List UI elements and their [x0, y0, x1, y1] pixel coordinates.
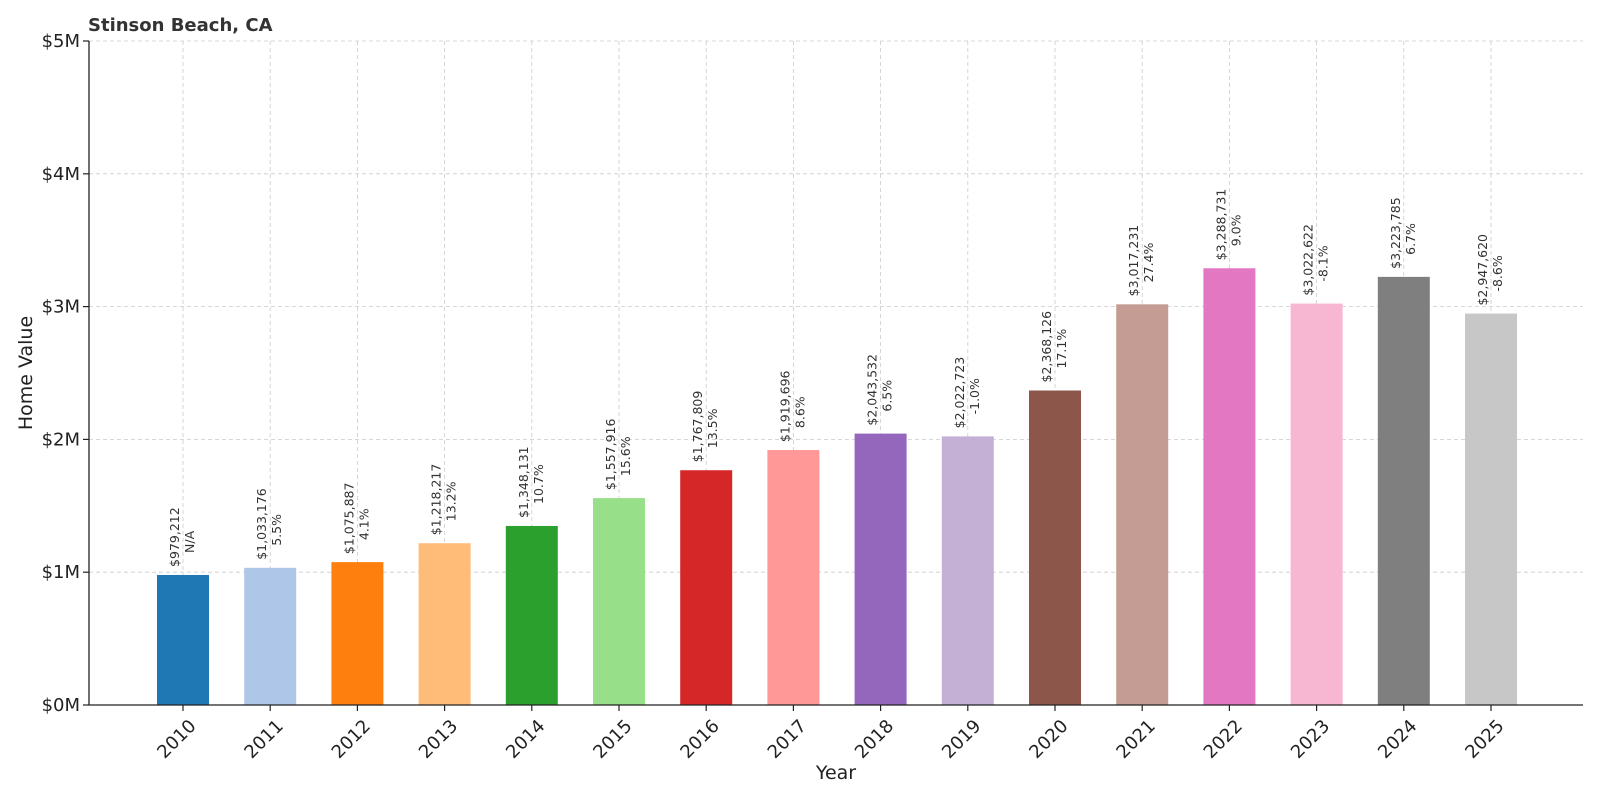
x-tick-label: 2011: [240, 716, 287, 763]
x-tick-label: 2024: [1374, 716, 1421, 763]
bar-2012: [331, 562, 384, 705]
x-tick-label: 2018: [851, 716, 898, 763]
bar-series: [157, 268, 1517, 705]
bar-change-label: 13.2%: [444, 481, 459, 521]
bar-labels: $979,212 N/A $1,033,176 5.5% $1,075,887 4.1% $…: [167, 189, 1505, 567]
x-tick-label: 2015: [589, 716, 636, 763]
bar-value-label: $979,212: [167, 507, 182, 567]
x-tick-label: 2020: [1025, 716, 1072, 763]
bar-change-label: 13.5%: [705, 408, 720, 448]
bar-2013: [418, 543, 471, 705]
bar-value-label: $1,919,696: [777, 370, 792, 442]
bar-2022: [1203, 268, 1256, 705]
bar-2023: [1290, 303, 1343, 705]
bar-2024: [1377, 276, 1430, 705]
bar-value-label: $1,557,916: [603, 418, 618, 490]
y-axis-ticks: $0M $1M $2M $3M $4M $5M: [42, 31, 89, 716]
y-tick-label: $5M: [42, 31, 80, 52]
x-tick-label: 2021: [1112, 716, 1159, 763]
bar-value-label: $3,022,622: [1301, 224, 1316, 296]
bar-change-label: 10.7%: [531, 464, 546, 504]
axes: [88, 41, 1583, 706]
bar-change-label: 27.4%: [1141, 242, 1156, 282]
bar-value-label: $1,767,809: [690, 391, 705, 463]
grid-lines: [89, 40, 1583, 706]
bar-value-label: $1,075,887: [341, 483, 356, 555]
bar-2014: [505, 525, 558, 705]
bar-value-label: $3,223,785: [1388, 197, 1403, 269]
x-tick-label: 2010: [153, 716, 200, 763]
x-tick-label: 2023: [1287, 716, 1334, 763]
bar-change-label: -1.0%: [967, 378, 982, 414]
bar-value-label: $1,033,176: [254, 488, 269, 560]
bar-value-label: $1,348,131: [516, 446, 531, 518]
bar-change-label: 15.6%: [618, 436, 633, 476]
bar-change-label: 6.7%: [1403, 223, 1418, 255]
bar-2025: [1465, 313, 1517, 705]
bar-change-label: 5.5%: [269, 514, 284, 546]
x-axis-title: Year: [815, 762, 856, 784]
y-axis-title: Home Value: [15, 316, 37, 430]
y-tick-label: $2M: [42, 429, 80, 450]
bar-change-label: N/A: [182, 530, 197, 553]
bar-value-label: $2,368,126: [1039, 311, 1054, 383]
y-tick-label: $1M: [42, 562, 80, 583]
x-tick-label: 2012: [328, 716, 375, 763]
x-tick-label: 2017: [764, 716, 811, 763]
bar-2020: [1029, 390, 1081, 705]
bar-2015: [593, 498, 645, 705]
bar-change-label: 17.1%: [1054, 329, 1069, 369]
bar-2017: [767, 450, 820, 705]
bar-2011: [244, 567, 297, 705]
bar-2016: [680, 470, 733, 705]
bar-2021: [1116, 304, 1169, 705]
x-tick-label: 2022: [1200, 716, 1247, 763]
chart-title: Stinson Beach, CA: [88, 15, 273, 36]
bar-change-label: -8.6%: [1490, 255, 1505, 291]
x-tick-label: 2019: [938, 716, 985, 763]
bar-value-label: $2,043,532: [865, 354, 880, 426]
bar-change-label: 9.0%: [1228, 214, 1243, 246]
bar-2010: [157, 574, 209, 705]
bar-change-label: 6.5%: [880, 380, 895, 412]
x-tick-label: 2016: [676, 716, 723, 763]
x-tick-label: 2014: [502, 716, 549, 763]
y-tick-label: $3M: [42, 297, 80, 318]
bar-2019: [941, 436, 994, 705]
x-axis-ticks: 2010 2011 2012 2013 2014 2015 2016 2017 2018 2019…: [153, 705, 1509, 763]
bar-change-label: -8.1%: [1316, 245, 1331, 281]
y-tick-label: $0M: [42, 695, 80, 716]
bar-change-label: 4.1%: [356, 508, 371, 540]
bar-value-label: $1,218,217: [429, 464, 444, 536]
bar-value-label: $2,022,723: [952, 357, 967, 429]
bar-2018: [854, 433, 907, 705]
bar-change-label: 8.6%: [792, 396, 807, 428]
x-tick-label: 2025: [1461, 716, 1508, 763]
y-tick-label: $4M: [42, 164, 80, 185]
bar-value-label: $2,947,620: [1475, 234, 1490, 306]
bar-value-label: $3,017,231: [1126, 225, 1141, 297]
bar-value-label: $3,288,731: [1213, 189, 1228, 261]
x-tick-label: 2013: [415, 716, 462, 763]
